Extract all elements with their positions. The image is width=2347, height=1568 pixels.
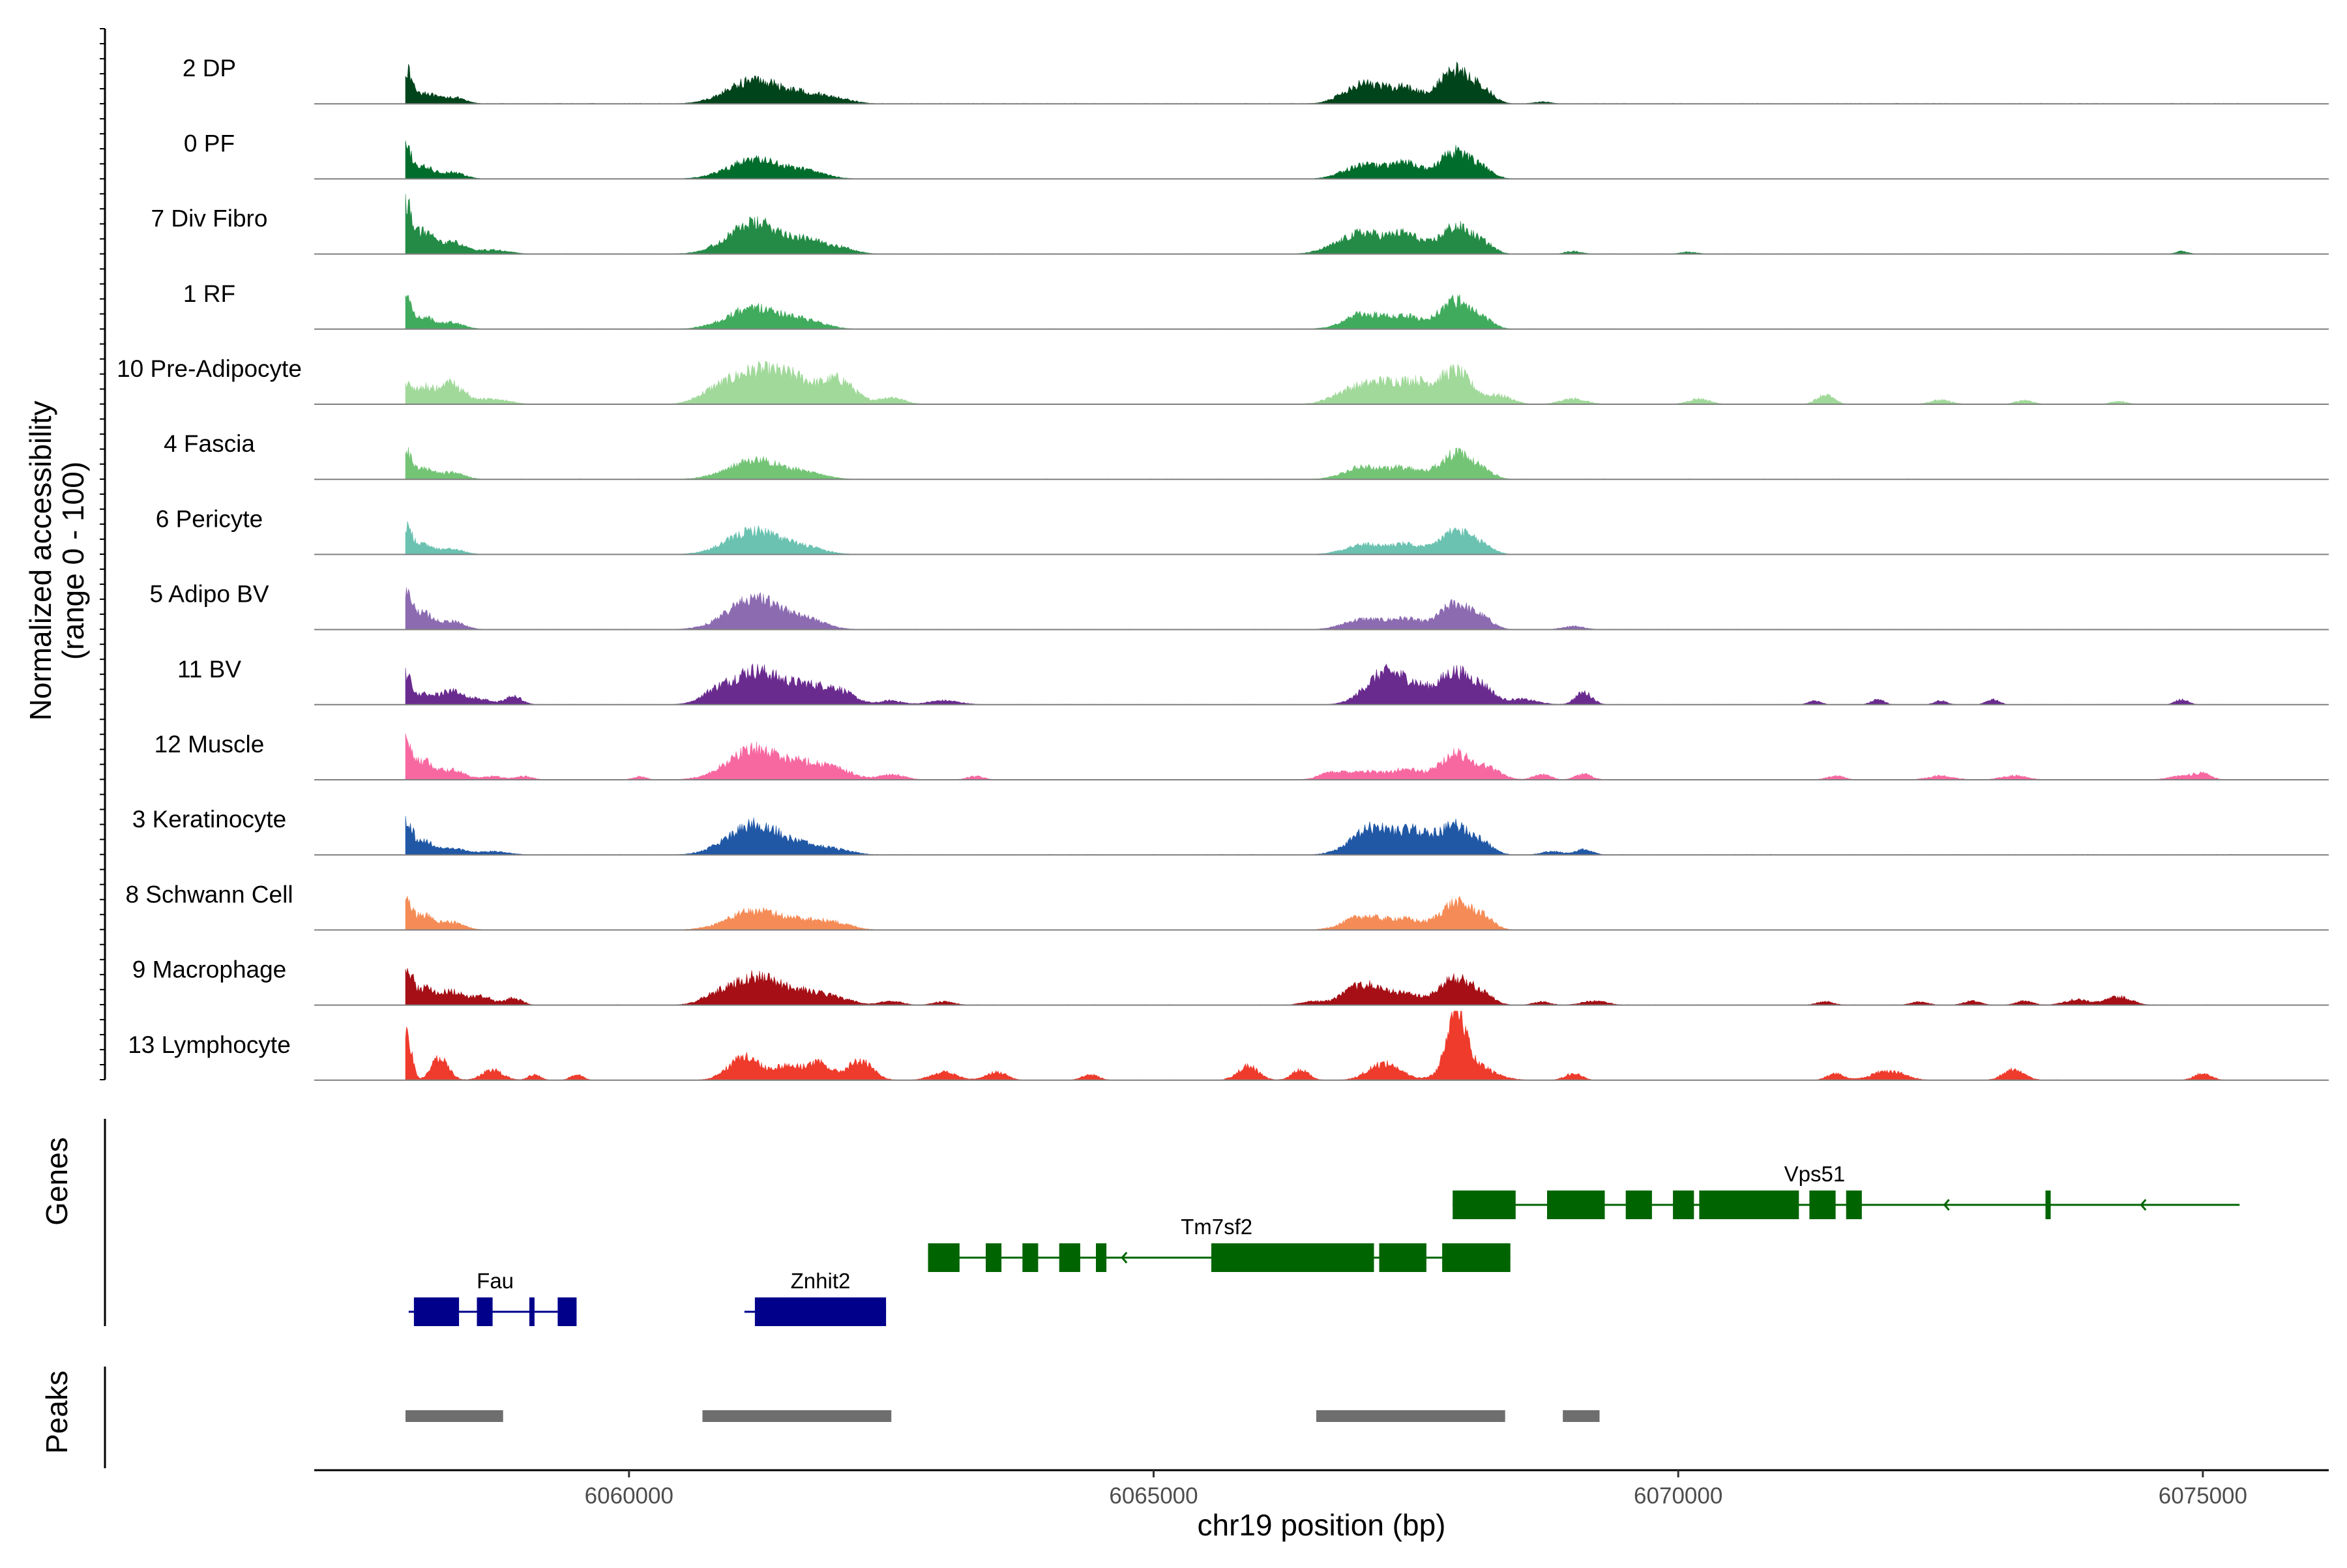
gene-exon — [1846, 1191, 1862, 1219]
track-2-dp — [314, 61, 2329, 105]
gene-tm7sf2: Tm7sf2 — [928, 1215, 1511, 1272]
gene-exon — [1699, 1191, 1799, 1219]
peak-region — [1563, 1410, 1600, 1422]
gene-exon — [1673, 1191, 1694, 1219]
gene-fau: Fau — [408, 1269, 577, 1326]
peaks-panel-label: Peaks — [40, 1370, 74, 1454]
gene-exon — [2045, 1191, 2051, 1219]
track-8-schwann-cell — [314, 895, 2329, 931]
gene-znhit2: Znhit2 — [744, 1269, 887, 1326]
gene-exon — [928, 1243, 960, 1272]
track-11-bv — [314, 663, 2329, 705]
peak-region — [1316, 1410, 1505, 1422]
gene-exon — [1096, 1243, 1107, 1272]
gene-label: Vps51 — [1784, 1162, 1846, 1186]
gene-exon — [1453, 1191, 1516, 1219]
track-13-lymphocyte — [314, 1011, 2329, 1081]
track-label: 12 Muscle — [155, 731, 265, 758]
strand-arrow — [2140, 1199, 2147, 1211]
coverage-tracks — [314, 61, 2329, 1081]
track-7-div-fibro — [314, 194, 2329, 255]
gene-exon — [1379, 1243, 1426, 1272]
gene-exon — [1625, 1191, 1652, 1219]
gene-exon — [1809, 1191, 1836, 1219]
track-12-muscle — [314, 733, 2329, 780]
x-tick-label: 6075000 — [2159, 1483, 2247, 1509]
track-labels: 2 DP 0 PF 7 Div Fibro 1 RF 10 Pre-Adipocyte 4… — [117, 55, 302, 1058]
gene-exon — [1059, 1243, 1080, 1272]
genes-panel-label: Genes — [40, 1137, 74, 1226]
track-label: 8 Schwann Cell — [125, 881, 293, 908]
gene-exon — [1022, 1243, 1039, 1272]
gene-label: Fau — [477, 1269, 514, 1293]
gene-exon — [1442, 1243, 1511, 1272]
track-label: 3 Keratinocyte — [132, 806, 287, 833]
gene-label: Znhit2 — [791, 1269, 851, 1293]
track-label: 13 Lymphocyte — [128, 1031, 291, 1058]
x-tick-label: 6060000 — [585, 1483, 673, 1509]
coverage-area — [405, 733, 2240, 780]
peak-region — [702, 1410, 892, 1422]
gene-exon — [986, 1243, 1002, 1272]
strand-arrow — [1121, 1252, 1128, 1264]
peak-region — [406, 1410, 503, 1422]
gene-exon — [1547, 1191, 1605, 1219]
track-10-pre-adipocyte — [314, 360, 2329, 405]
y-axis-ticks — [100, 28, 105, 1080]
gene-exon — [557, 1297, 577, 1326]
track-label: 0 PF — [184, 130, 235, 156]
y-axis-title-line-1: Normalized accessibility — [23, 401, 57, 721]
y-axis-title: Normalized accessibility (range 0 - 100) — [23, 401, 90, 721]
x-axis-ticks: 6060000 6065000 6070000 6075000 — [585, 1470, 2247, 1509]
gene-exon — [413, 1297, 460, 1326]
track-label: 5 Adipo BV — [149, 581, 269, 608]
track-label: 1 RF — [183, 280, 235, 307]
track-5-adipo-bv — [314, 587, 2329, 630]
track-label: 4 Fascia — [164, 430, 255, 457]
track-label: 7 Div Fibro — [151, 205, 268, 232]
gene-exon — [1211, 1243, 1374, 1272]
track-4-fascia — [314, 447, 2329, 481]
x-tick-label: 6065000 — [1109, 1483, 1198, 1509]
track-0-pf — [314, 140, 2329, 180]
track-1-rf — [314, 294, 2329, 330]
coverage-area — [405, 360, 2241, 405]
track-label: 11 BV — [177, 656, 241, 683]
y-axis-title-line-2: (range 0 - 100) — [56, 462, 90, 660]
x-tick-label: 6070000 — [1634, 1483, 1722, 1509]
track-label: 6 Pericyte — [156, 505, 263, 532]
gene-vps51: Vps51 — [1453, 1162, 2240, 1219]
track-6-pericyte — [314, 521, 2329, 555]
track-label: 2 DP — [183, 55, 236, 81]
track-9-macrophage — [314, 968, 2329, 1006]
x-axis-title: chr19 position (bp) — [1198, 1508, 1446, 1542]
gene-exon — [477, 1297, 493, 1326]
track-label: 10 Pre-Adipocyte — [117, 355, 302, 382]
gene-label: Tm7sf2 — [1181, 1215, 1252, 1239]
peak-regions — [406, 1410, 1600, 1422]
gene-annotations: Fau Znhit2 Tm7sf2 Vps51 — [408, 1162, 2240, 1326]
gene-exon — [529, 1297, 535, 1326]
strand-arrow — [1943, 1199, 1950, 1211]
track-label: 9 Macrophage — [132, 956, 287, 983]
track-3-keratinocyte — [314, 816, 2329, 856]
gene-exon — [754, 1297, 887, 1326]
